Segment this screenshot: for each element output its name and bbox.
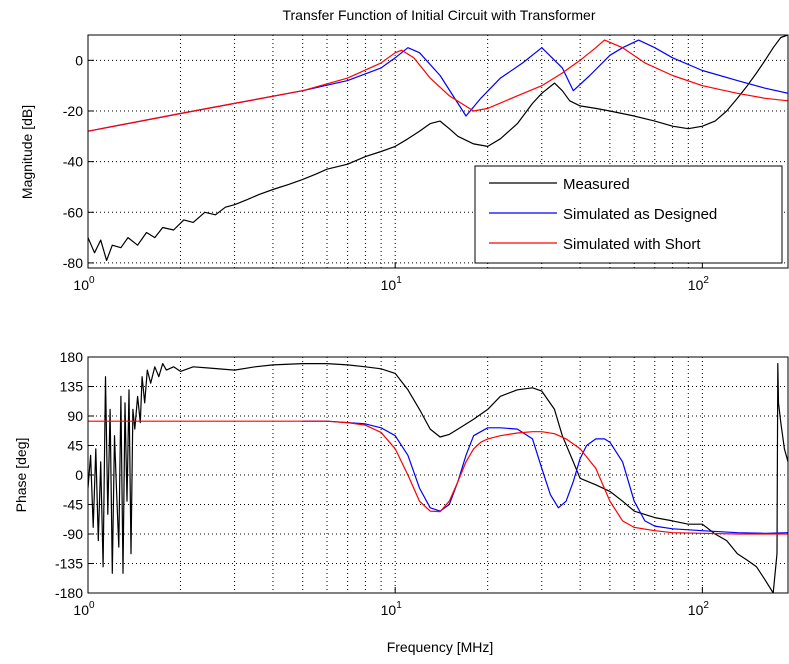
magnitude-y-tick-label: 0 [75,52,83,68]
magnitude-y-tick-label: -20 [63,103,83,119]
phase-plot: 180 135 90 45 0 -45 -90 -135 -180 100 101 102 Phas… [13,349,789,618]
phase-grid [88,357,788,593]
legend-label-measured: Measured [563,176,630,193]
phase-y-label: Phase [deg] [13,438,29,513]
phase-y-tick-label: -180 [55,585,83,601]
phase-y-tick-label: 135 [60,379,84,395]
phase-y-tick-label: -90 [63,526,83,542]
magnitude-series [88,35,788,261]
legend-box [474,165,783,264]
magnitude-plot: 0 -20 -40 -60 -80 100 101 102 Magnitude [dB] M… [19,34,789,293]
phase-y-tick-label: -135 [55,556,83,572]
phase-x-ticks: 100 101 102 [73,587,709,618]
phase-y-ticks: 180 135 90 45 0 -45 -90 -135 -180 [55,349,94,601]
magnitude-y-tick-label: -60 [63,204,83,220]
legend: Measured Simulated as Designed Simulated… [474,165,783,264]
phase-y-tick-label: 90 [67,408,83,424]
phase-series-simulated-with-short [88,420,788,535]
phase-series-measured [88,363,788,593]
phase-x-tick-label: 102 [688,600,710,618]
phase-series [88,363,788,593]
magnitude-y-tick-label: -40 [63,154,83,170]
magnitude-x-ticks: 100 101 102 [73,262,709,293]
x-axis-label: Frequency [MHz] [387,639,494,655]
phase-y-tick-label: 180 [60,349,84,365]
phase-y-tick-label: 0 [75,467,83,483]
magnitude-series-simulated-as-designed [88,39,788,132]
phase-x-tick-label: 100 [73,600,95,618]
phase-y-tick-label: -45 [63,497,83,513]
magnitude-series-simulated-with-short [88,39,788,132]
magnitude-axes-frame [87,34,789,269]
magnitude-x-tick-label: 102 [688,275,710,293]
magnitude-y-label: Magnitude [dB] [19,105,35,199]
magnitude-grid [88,35,788,268]
magnitude-y-ticks: 0 -20 -40 -60 -80 [63,52,94,271]
legend-label-short: Simulated with Short [563,236,701,253]
phase-series-simulated-as-designed [302,420,788,534]
magnitude-x-tick-label: 100 [73,275,95,293]
phase-x-tick-label: 101 [381,600,403,618]
legend-label-designed: Simulated as Designed [563,206,717,223]
magnitude-series-measured [88,35,788,261]
phase-y-tick-label: 45 [67,438,83,454]
figure-title: Transfer Function of Initial Circuit wit… [282,7,595,23]
magnitude-y-tick-label: -80 [63,255,83,271]
magnitude-x-tick-label: 101 [381,275,403,293]
